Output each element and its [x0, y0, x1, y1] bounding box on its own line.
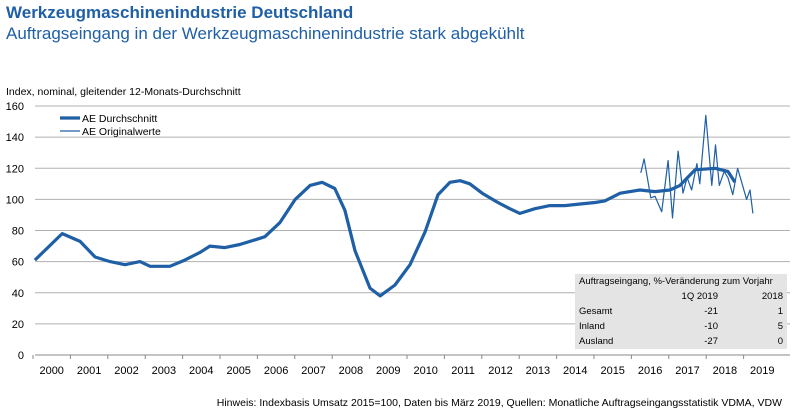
x-tick-label: 2014: [563, 365, 587, 377]
legend-label: AE Originalwerte: [82, 126, 161, 138]
table-cell: 1: [777, 306, 783, 317]
x-tick-label: 2017: [675, 365, 699, 377]
legend-label: AE Durchschnitt: [82, 113, 157, 125]
x-tick-label: 2007: [301, 365, 325, 377]
x-tick-label: 2010: [413, 365, 437, 377]
x-tick-label: 2001: [77, 365, 101, 377]
table-header: 2018: [761, 291, 783, 302]
x-tick-label: 2003: [152, 365, 176, 377]
y-tick-label: 140: [6, 132, 24, 144]
x-tick-label: 2004: [189, 365, 213, 377]
series-line-ae-originalwerte: [640, 114, 754, 219]
table-row: Ausland -27 0: [575, 334, 787, 349]
table-cell: 5: [777, 321, 783, 332]
table-cell: -21: [704, 306, 718, 317]
x-tick-label: 2013: [526, 365, 550, 377]
x-tick-label: 2011: [451, 365, 475, 377]
table-title-row: Auftragseingang, %-Veränderung zum Vorja…: [575, 274, 787, 289]
y-tick-label: 20: [12, 319, 24, 331]
x-tick-label: 2006: [264, 365, 288, 377]
x-tick-label: 2015: [600, 365, 624, 377]
y-tick-label: 160: [6, 101, 24, 113]
y-tick-label: 120: [6, 163, 24, 175]
table-cell: -10: [704, 321, 718, 332]
y-tick-label: 100: [6, 194, 24, 206]
x-tick-label: 2008: [339, 365, 363, 377]
table-cell: Inland: [579, 321, 605, 332]
y-tick-label: 60: [12, 257, 24, 269]
x-tick-label: 2005: [226, 365, 250, 377]
chart-subtitle: Auftragseingang in der Werkzeugmaschinen…: [6, 24, 525, 43]
table-cell: Gesamt: [579, 306, 613, 317]
table-header-row: 1Q 2019 2018: [575, 289, 787, 304]
table-cell: Ausland: [579, 336, 614, 347]
series-line-ae-durchschnitt: [33, 166, 737, 298]
table-header: 1Q 2019: [681, 291, 718, 302]
x-tick-label: 2000: [39, 365, 63, 377]
y-tick-label: 40: [12, 288, 24, 300]
y-tick-label: 0: [18, 350, 24, 362]
footnote: Hinweis: Indexbasis Umsatz 2015=100, Dat…: [216, 397, 782, 409]
y-axis-label: Index, nominal, gleitender 12-Monats-Dur…: [6, 86, 241, 98]
x-tick-label: 2019: [750, 365, 774, 377]
change-table: Auftragseingang, %-Veränderung zum Vorja…: [575, 274, 787, 349]
x-tick-label: 2009: [376, 365, 400, 377]
table-row: Inland -10 5: [575, 319, 787, 334]
chart-title: Werkzeugmaschinenindustrie Deutschland: [6, 3, 354, 22]
table-title: Auftragseingang, %-Veränderung zum Vorja…: [579, 276, 773, 287]
x-tick-label: 2016: [638, 365, 662, 377]
x-tick-label: 2002: [114, 365, 138, 377]
table-cell: 0: [777, 336, 783, 347]
table-row: Gesamt -21 1: [575, 304, 787, 319]
y-tick-label: 80: [12, 226, 24, 238]
x-tick-label: 2018: [713, 365, 737, 377]
table-header: [579, 289, 658, 304]
table-cell: -27: [704, 336, 718, 347]
x-tick-label: 2012: [488, 365, 512, 377]
